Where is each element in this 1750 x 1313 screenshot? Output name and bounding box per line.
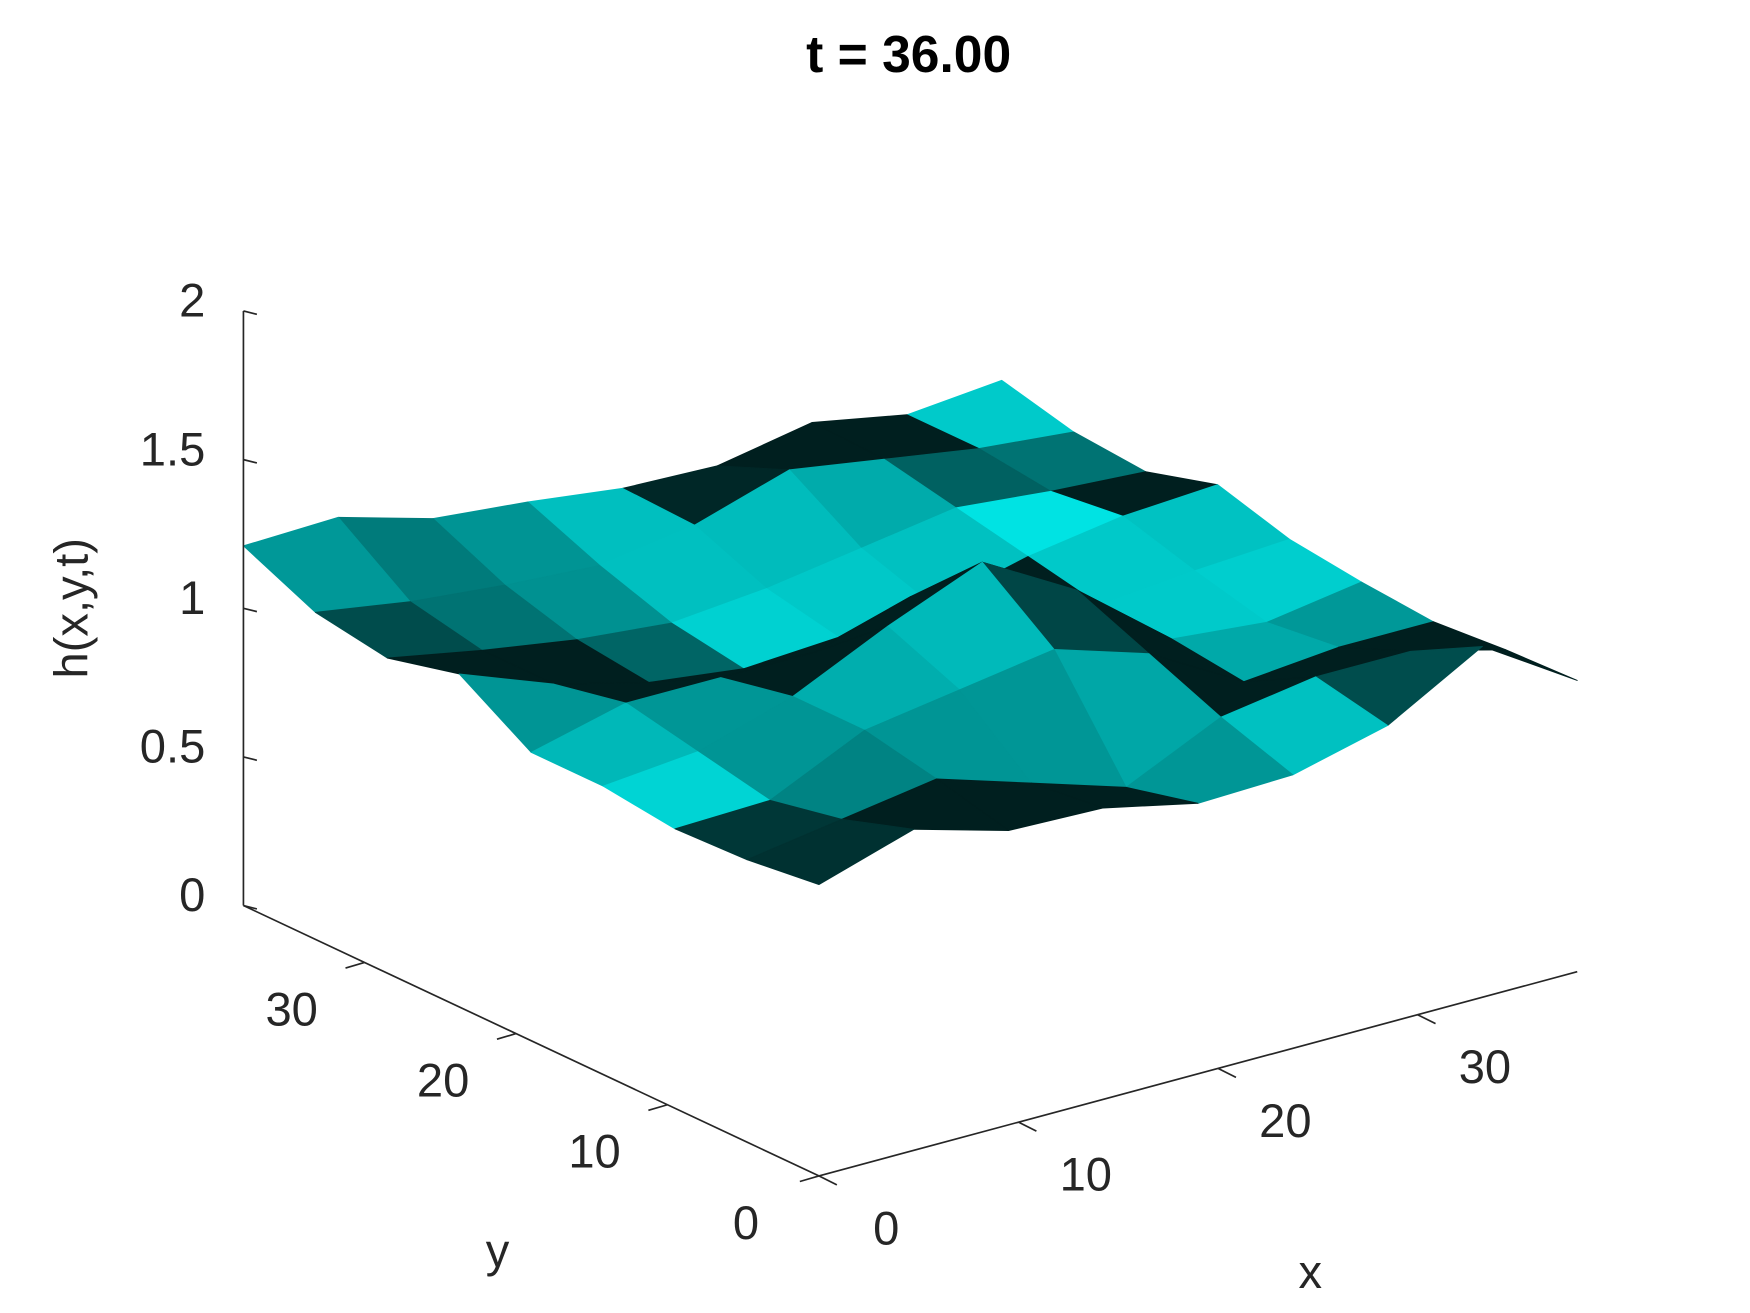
chart-title: t = 36.00	[806, 25, 1011, 83]
z-tick-label: 2	[179, 274, 205, 327]
z-tick	[243, 607, 258, 613]
z-tick-label: 1.5	[140, 422, 206, 475]
z-tick	[243, 310, 258, 316]
surface	[242, 379, 1578, 886]
x-tick-label: 20	[1259, 1094, 1311, 1147]
y-tick-label: 30	[265, 982, 317, 1035]
x-tick-label: 0	[873, 1201, 899, 1254]
x-axis-label: x	[1298, 1245, 1322, 1298]
axes: 0 10 20 30 0 10 20 30 0 0.5 1 1.5 2 x y h(x,y,t)	[45, 274, 1578, 1298]
z-tick	[243, 458, 258, 464]
x-tick-label: 10	[1060, 1148, 1112, 1201]
y-tick	[799, 1175, 820, 1183]
y-tick	[648, 1103, 668, 1112]
x-tick	[1417, 1013, 1436, 1025]
x-axis-line	[818, 970, 1578, 1177]
z-axis-label: h(x,y,t)	[45, 538, 98, 678]
z-tick-label: 1	[179, 571, 205, 624]
z-tick-label: 0.5	[140, 720, 206, 773]
y-tick-label: 0	[733, 1196, 759, 1249]
z-tick	[243, 904, 258, 910]
z-tick	[243, 756, 258, 762]
y-tick	[345, 961, 365, 969]
y-tick	[496, 1032, 517, 1041]
x-tick-label: 30	[1459, 1040, 1511, 1093]
y-tick-label: 10	[568, 1125, 620, 1178]
surface-face	[746, 818, 915, 886]
y-axis-label: y	[486, 1223, 510, 1276]
y-axis-line	[243, 904, 820, 1177]
x-tick	[818, 1175, 838, 1186]
x-tick	[1018, 1121, 1037, 1132]
y-tick-label: 20	[417, 1054, 469, 1107]
x-tick	[1217, 1067, 1237, 1079]
z-tick-label: 0	[179, 868, 205, 921]
